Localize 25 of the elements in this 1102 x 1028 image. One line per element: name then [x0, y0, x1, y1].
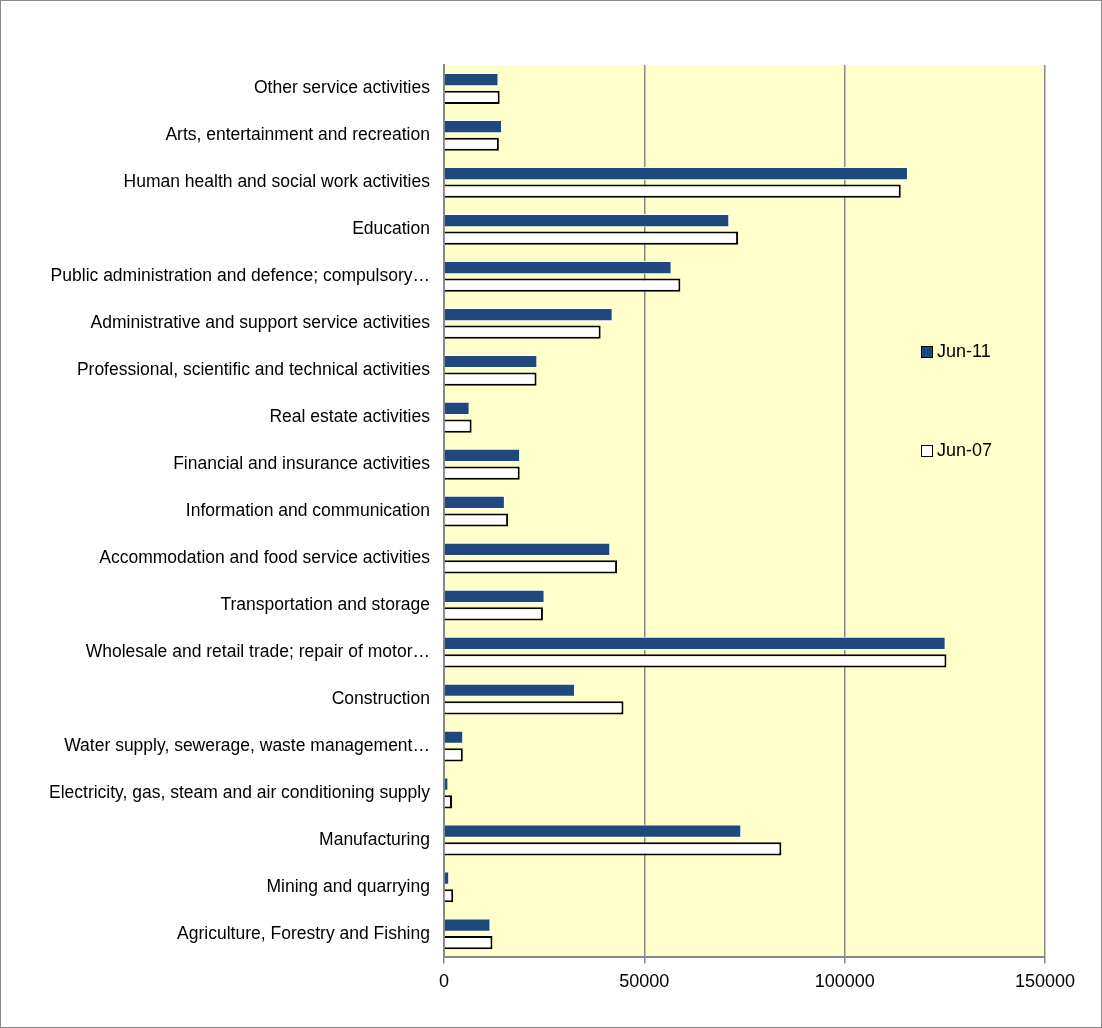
y-tick-label: Information and communication: [185, 500, 430, 521]
x-tick-label: 100000: [814, 971, 875, 992]
x-tick-label: 150000: [1014, 971, 1076, 992]
y-tick-label: Education: [352, 218, 430, 239]
y-tick-label: Financial and insurance activities: [173, 453, 431, 474]
y-tick-label: Wholesale and retail trade; repair of motor…: [85, 640, 430, 661]
y-tick-label: Water supply, sewerage, waste management…: [64, 734, 430, 755]
y-tick-label: Construction: [331, 687, 430, 708]
y-tick-label: Arts, entertainment and recreation: [165, 124, 430, 145]
y-tick-label: Transportation and storage: [220, 593, 430, 614]
y-tick-label: Mining and quarrying: [266, 875, 430, 896]
y-tick-label: Accommodation and food service activities: [99, 547, 431, 567]
y-tick-label: Electricity, gas, steam and air conditioning supply: [48, 781, 431, 802]
y-tick-label: Public administration and defence; compulsory…: [50, 265, 430, 286]
x-tick-label: 0: [438, 971, 449, 992]
y-tick-label: Professional, scientific and technical activities: [76, 359, 431, 380]
y-tick-label: Human health and social work activities: [123, 171, 431, 192]
legend-label: Jun-07: [937, 440, 993, 461]
y-tick-label: Manufacturing: [319, 828, 430, 849]
x-tick-label: 50000: [619, 971, 670, 992]
y-tick-label: Administrative and support service activities: [90, 312, 431, 333]
y-tick-label: Agriculture, Forestry and Fishing: [177, 922, 430, 943]
legend-label: Jun-11: [937, 341, 991, 362]
y-tick-label: Real estate activities: [269, 406, 431, 427]
y-tick-label: Other service activities: [253, 77, 431, 98]
